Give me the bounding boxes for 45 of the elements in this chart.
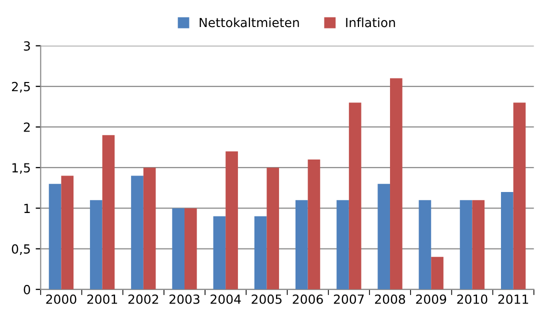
bar <box>336 200 349 290</box>
bar <box>500 192 514 290</box>
bar <box>184 208 197 290</box>
bar <box>513 102 526 290</box>
bar <box>254 216 267 290</box>
bar <box>418 200 432 290</box>
y-tick-label: 0,5 <box>12 244 30 255</box>
x-tick-label: 2011 <box>498 294 528 304</box>
bar <box>61 176 74 290</box>
bar <box>48 184 62 290</box>
y-tick-label: 3 <box>24 41 30 51</box>
x-tick-label: 2002 <box>128 294 158 304</box>
bar <box>172 208 185 290</box>
x-tick-label: 2010 <box>457 294 488 304</box>
x-tick-label: 2008 <box>375 294 406 304</box>
legend-label: Inflation <box>346 18 395 28</box>
x-tick-label: 2007 <box>334 294 364 304</box>
bar <box>472 200 485 290</box>
y-tick-label: 2 <box>24 122 30 132</box>
y-tick-label: 1 <box>24 204 30 213</box>
x-tick-label: 2009 <box>416 294 446 304</box>
bar <box>266 168 280 290</box>
bar <box>308 159 320 290</box>
bar <box>378 184 390 290</box>
bar <box>102 135 115 290</box>
x-tick-label: 2001 <box>87 294 118 304</box>
x-tick-label: 2000 <box>46 294 76 304</box>
bar <box>143 168 156 290</box>
legend-label: Nettokaltmieten <box>200 18 299 28</box>
y-tick-label: 2,5 <box>12 82 30 93</box>
bar <box>131 176 144 290</box>
bar <box>390 78 402 290</box>
y-tick-label: 1,5 <box>12 163 30 174</box>
x-tick-label: 2004 <box>210 294 241 304</box>
bar <box>348 102 362 290</box>
y-tick-label: 0 <box>24 284 30 294</box>
x-tick-label: 2003 <box>170 294 200 304</box>
bar <box>431 256 444 290</box>
bar <box>226 151 238 290</box>
bar <box>295 200 308 290</box>
bar <box>90 200 102 290</box>
x-tick-label: 2006 <box>292 294 323 304</box>
bar <box>213 216 226 290</box>
x-tick-label: 2005 <box>252 294 282 304</box>
bar <box>460 200 472 290</box>
